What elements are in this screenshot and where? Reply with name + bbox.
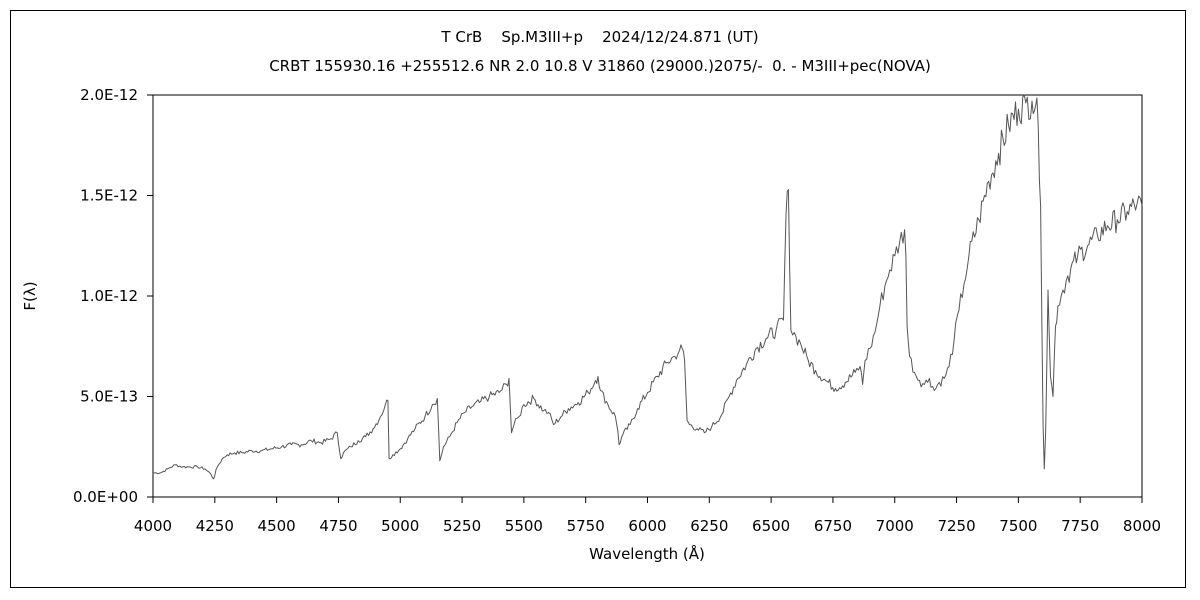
- plot-area: [152, 94, 1143, 498]
- x-tick-label: 7750: [1061, 517, 1099, 535]
- y-axis-label: F(λ): [21, 281, 39, 311]
- spectrum-series-line: [153, 94, 1143, 480]
- x-tick-label: 6750: [814, 517, 852, 535]
- y-tick-label: 0.0E+00: [73, 488, 138, 506]
- y-tick-label: 5.0E-13: [80, 388, 138, 406]
- x-tick-label: 8000: [1123, 517, 1161, 535]
- x-tick-label: 4500: [258, 517, 296, 535]
- x-axis-label: Wavelength (Å): [589, 545, 705, 563]
- x-tick-label: 5250: [443, 517, 481, 535]
- x-tick-label: 5750: [567, 517, 605, 535]
- chart-frame: [10, 10, 1186, 588]
- x-tick-label: 5000: [381, 517, 419, 535]
- x-tick-label: 5500: [505, 517, 543, 535]
- x-tick-label: 6000: [628, 517, 666, 535]
- x-tick-label: 4250: [196, 517, 234, 535]
- y-tick-label: 2.0E-12: [80, 86, 138, 104]
- y-tick-label: 1.5E-12: [80, 187, 138, 205]
- y-axis-ticks: 0.0E+00 5.0E-13 1.0E-12 1.5E-12 2.0E-12: [73, 86, 153, 506]
- x-tick-label: 4000: [134, 517, 172, 535]
- y-tick-label: 1.0E-12: [80, 287, 138, 305]
- chart-subtitle: CRBT 155930.16 +255512.6 NR 2.0 10.8 V 3…: [269, 57, 931, 75]
- x-tick-label: 7250: [937, 517, 975, 535]
- x-tick-label: 7000: [876, 517, 914, 535]
- x-axis-ticks: 4000 4250 4500 4750 5000 5250 5500 5750 6000 6250…: [134, 497, 1161, 535]
- x-tick-label: 6500: [752, 517, 790, 535]
- x-tick-label: 4750: [319, 517, 357, 535]
- x-tick-label: 6250: [690, 517, 728, 535]
- x-tick-label: 7500: [999, 517, 1037, 535]
- chart-title: T CrB Sp.M3III+p 2024/12/24.871 (UT): [441, 28, 759, 46]
